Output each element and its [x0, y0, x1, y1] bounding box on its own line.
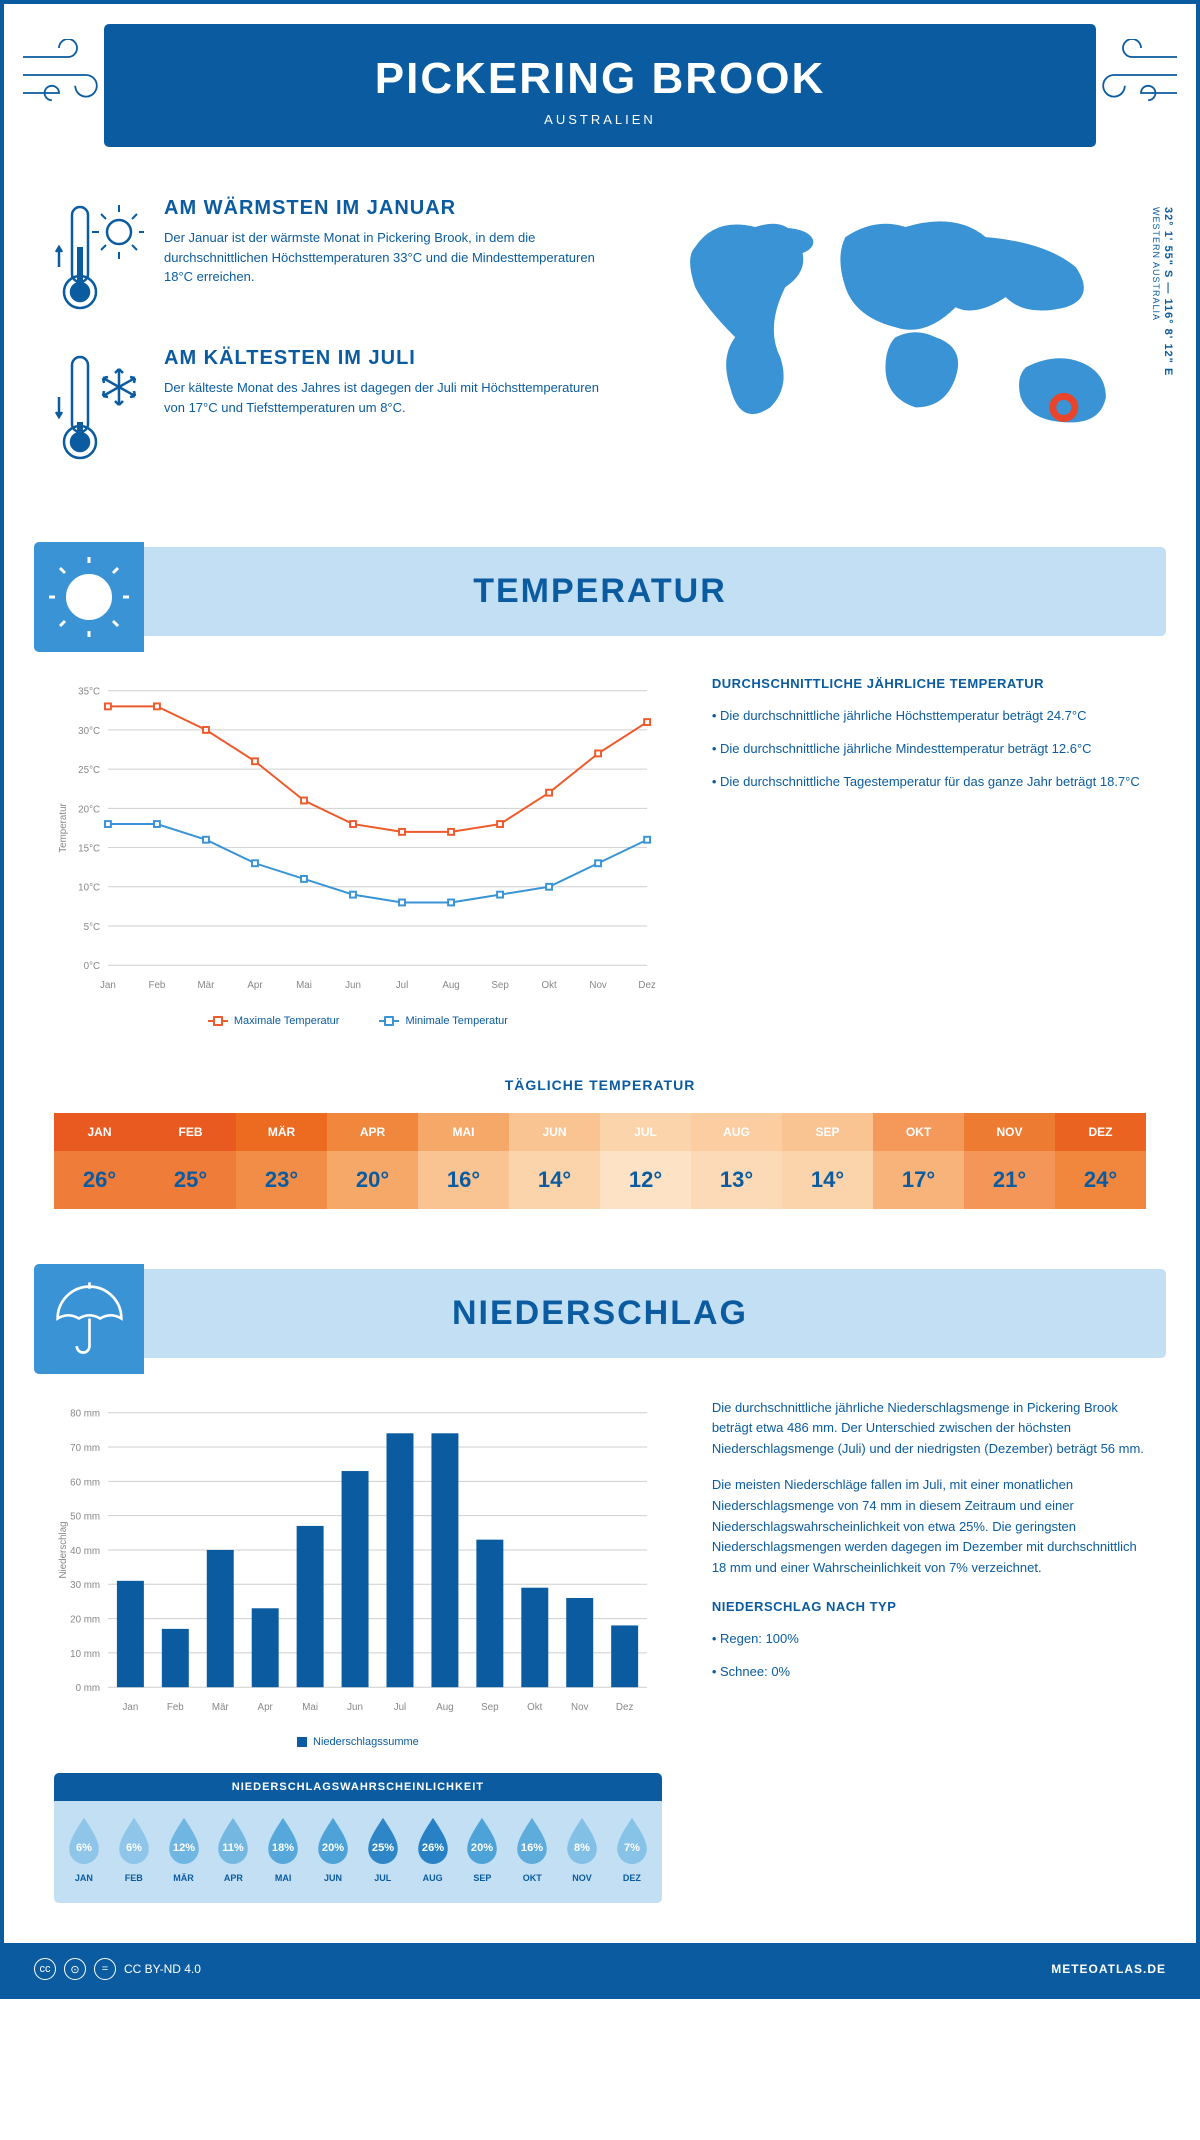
precip-type-title: NIEDERSCHLAG NACH TYP	[712, 1599, 1146, 1614]
svg-text:35°C: 35°C	[78, 687, 100, 698]
svg-text:Sep: Sep	[491, 980, 509, 991]
svg-text:Jan: Jan	[122, 1701, 138, 1712]
svg-text:Feb: Feb	[167, 1701, 184, 1712]
svg-text:10°C: 10°C	[78, 883, 100, 894]
svg-text:Mai: Mai	[302, 1701, 318, 1712]
svg-text:Mär: Mär	[212, 1701, 230, 1712]
page-header: PICKERING BROOK AUSTRALIEN	[104, 24, 1096, 147]
svg-text:7%: 7%	[624, 1842, 640, 1854]
svg-text:Jul: Jul	[396, 980, 409, 991]
svg-text:Sep: Sep	[481, 1701, 499, 1712]
thermometer-snowflake-icon	[54, 347, 144, 472]
temperature-heading: TEMPERATUR	[34, 572, 1166, 611]
svg-text:50 mm: 50 mm	[70, 1511, 100, 1522]
svg-text:10 mm: 10 mm	[70, 1648, 100, 1659]
precip-para-1: Die durchschnittliche jährliche Niedersc…	[712, 1398, 1146, 1460]
page-title: PICKERING BROOK	[104, 54, 1096, 104]
svg-text:40 mm: 40 mm	[70, 1545, 100, 1556]
svg-text:Mai: Mai	[296, 980, 312, 991]
coldest-block: AM KÄLTESTEN IM JULI Der kälteste Monat …	[54, 347, 605, 472]
svg-text:Apr: Apr	[247, 980, 263, 991]
by-icon: ⊙	[64, 1958, 86, 1980]
svg-text:Dez: Dez	[616, 1701, 634, 1712]
svg-text:20°C: 20°C	[78, 804, 100, 815]
precip-type-bullets: Regen: 100%Schnee: 0%	[712, 1629, 1146, 1683]
precip-probability-block: NIEDERSCHLAGSWAHRSCHEINLICHKEIT 6%JAN6%F…	[54, 1773, 662, 1903]
svg-text:18%: 18%	[272, 1842, 294, 1854]
svg-text:25°C: 25°C	[78, 765, 100, 776]
wind-icon	[1096, 39, 1186, 109]
license-block: cc ⊙ = CC BY-ND 4.0	[34, 1958, 201, 1980]
svg-text:6%: 6%	[126, 1842, 142, 1854]
precip-bar-chart: 0 mm 10 mm 20 mm 30 mm 40 mm 50 mm 60 mm 70 mm 8…	[54, 1398, 662, 1722]
precip-para-2: Die meisten Niederschläge fallen im Juli…	[712, 1475, 1146, 1579]
svg-text:15°C: 15°C	[78, 843, 100, 854]
svg-text:6%: 6%	[76, 1842, 92, 1854]
wind-icon	[14, 39, 104, 109]
svg-text:30°C: 30°C	[78, 726, 100, 737]
license-text: CC BY-ND 4.0	[124, 1962, 201, 1976]
svg-text:Jan: Jan	[100, 980, 116, 991]
precip-prob-title: NIEDERSCHLAGSWAHRSCHEINLICHKEIT	[54, 1773, 662, 1801]
page-subtitle: AUSTRALIEN	[104, 112, 1096, 127]
svg-text:20 mm: 20 mm	[70, 1614, 100, 1625]
svg-text:26%: 26%	[422, 1842, 444, 1854]
svg-text:16%: 16%	[521, 1842, 543, 1854]
svg-text:Niederschlag: Niederschlag	[58, 1521, 69, 1578]
coldest-text: Der kälteste Monat des Jahres ist dagege…	[164, 378, 605, 417]
svg-text:Jun: Jun	[345, 980, 361, 991]
cc-icon: cc	[34, 1958, 56, 1980]
svg-text:25%: 25%	[372, 1842, 394, 1854]
temp-info-title: DURCHSCHNITTLICHE JÄHRLICHE TEMPERATUR	[712, 676, 1146, 691]
svg-text:Dez: Dez	[638, 980, 656, 991]
warmest-block: AM WÄRMSTEN IM JANUAR Der Januar ist der…	[54, 197, 605, 322]
svg-text:30 mm: 30 mm	[70, 1580, 100, 1591]
svg-text:5°C: 5°C	[84, 922, 100, 933]
svg-text:Nov: Nov	[571, 1701, 589, 1712]
coordinates: 32° 1' 55" S — 116° 8' 12" E WESTERN AUS…	[1150, 207, 1174, 376]
svg-text:80 mm: 80 mm	[70, 1408, 100, 1419]
umbrella-icon	[34, 1264, 144, 1374]
precip-section-header: NIEDERSCHLAG	[34, 1269, 1166, 1358]
daily-temp-title: TÄGLICHE TEMPERATUR	[54, 1077, 1146, 1093]
svg-text:Temperatur: Temperatur	[58, 802, 69, 852]
daily-temp-table: JAN26°FEB25°MÄR23°APR20°MAI16°JUN14°JUL1…	[54, 1113, 1146, 1209]
svg-text:12%: 12%	[172, 1842, 194, 1854]
nd-icon: =	[94, 1958, 116, 1980]
svg-text:70 mm: 70 mm	[70, 1442, 100, 1453]
temperature-line-chart: 0°C 5°C 10°C 15°C 20°C 25°C 30°C 35°C Jan Feb Mär A…	[54, 676, 662, 1000]
svg-text:60 mm: 60 mm	[70, 1477, 100, 1488]
warmest-title: AM WÄRMSTEN IM JANUAR	[164, 197, 605, 220]
temperature-section-header: TEMPERATUR	[34, 547, 1166, 636]
sun-icon	[34, 542, 144, 652]
precip-legend: Niederschlagssumme	[54, 1736, 662, 1748]
svg-text:Jul: Jul	[394, 1701, 407, 1712]
svg-text:0°C: 0°C	[84, 961, 100, 972]
thermometer-sun-icon	[54, 197, 144, 322]
temp-legend: Maximale Temperatur Minimale Temperatur	[54, 1015, 662, 1027]
svg-text:Okt: Okt	[541, 980, 557, 991]
svg-text:Mär: Mär	[198, 980, 216, 991]
svg-text:Apr: Apr	[258, 1701, 274, 1712]
svg-text:Nov: Nov	[589, 980, 607, 991]
svg-text:Feb: Feb	[148, 980, 165, 991]
svg-text:20%: 20%	[322, 1842, 344, 1854]
warmest-text: Der Januar ist der wärmste Monat in Pick…	[164, 228, 605, 287]
svg-text:Aug: Aug	[442, 980, 459, 991]
world-map	[645, 197, 1146, 462]
page-footer: cc ⊙ = CC BY-ND 4.0 METEOATLAS.DE	[4, 1943, 1196, 1995]
svg-text:Okt: Okt	[527, 1701, 543, 1712]
svg-text:20%: 20%	[471, 1842, 493, 1854]
site-name: METEOATLAS.DE	[1051, 1962, 1166, 1976]
precip-heading: NIEDERSCHLAG	[34, 1294, 1166, 1333]
svg-text:0 mm: 0 mm	[76, 1683, 101, 1694]
svg-text:8%: 8%	[574, 1842, 590, 1854]
temp-bullets: Die durchschnittliche jährliche Höchstte…	[712, 706, 1146, 792]
svg-text:11%: 11%	[223, 1842, 245, 1854]
svg-text:Jun: Jun	[347, 1701, 363, 1712]
coldest-title: AM KÄLTESTEN IM JULI	[164, 347, 605, 370]
svg-text:Aug: Aug	[436, 1701, 453, 1712]
